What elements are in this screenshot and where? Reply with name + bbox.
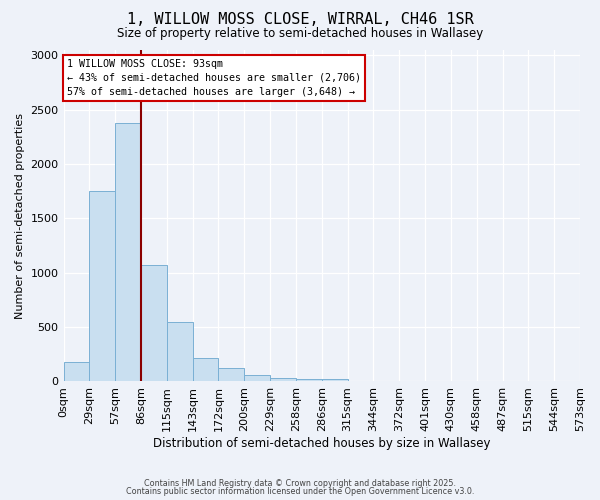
Bar (193, 358, 218, 382)
Bar (89, 192, 115, 382)
Y-axis label: Number of semi-detached properties: Number of semi-detached properties (15, 112, 25, 318)
Bar (141, 265, 167, 382)
Bar (167, 322, 193, 382)
Text: 1, WILLOW MOSS CLOSE, WIRRAL, CH46 1SR: 1, WILLOW MOSS CLOSE, WIRRAL, CH46 1SR (127, 12, 473, 28)
Text: Contains public sector information licensed under the Open Government Licence v3: Contains public sector information licen… (126, 487, 474, 496)
Bar (270, 378, 296, 382)
Bar (296, 378, 322, 382)
Text: 1 WILLOW MOSS CLOSE: 93sqm
← 43% of semi-detached houses are smaller (2,706)
57%: 1 WILLOW MOSS CLOSE: 93sqm ← 43% of semi… (67, 58, 361, 96)
Bar (244, 375, 270, 382)
Bar (115, 123, 141, 382)
Text: Contains HM Land Registry data © Crown copyright and database right 2025.: Contains HM Land Registry data © Crown c… (144, 478, 456, 488)
Bar (218, 368, 244, 382)
Bar (64, 362, 89, 382)
X-axis label: Distribution of semi-detached houses by size in Wallasey: Distribution of semi-detached houses by … (153, 437, 491, 450)
Bar (322, 378, 347, 382)
Text: Size of property relative to semi-detached houses in Wallasey: Size of property relative to semi-detach… (117, 28, 483, 40)
